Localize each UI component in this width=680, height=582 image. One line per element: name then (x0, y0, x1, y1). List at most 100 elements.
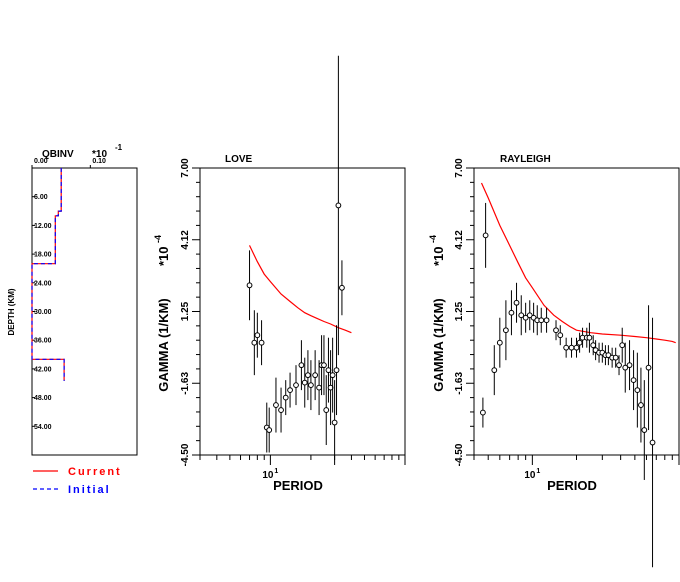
rayleigh-x-tick-exp: 1 (536, 468, 540, 475)
rayleigh-x-axis-label: PERIOD (547, 478, 597, 493)
love-data-point (335, 202, 342, 209)
legend: Current Initial (33, 466, 122, 496)
love-panel: LOVE 10 1 -4.50 -1.63 1.25 4.12 7.00 PERIOD G… (153, 55, 406, 493)
qbinv-y-tick-label: 48.00 (34, 395, 52, 402)
rayleigh-y-multiplier: *10 (431, 246, 446, 266)
qbinv-y-ticks: 6.00 12.00 18.00 24.00 30.00 36.00 42.00 48.00 5… (32, 194, 52, 431)
rayleigh-data-point (543, 317, 550, 324)
love-title: LOVE (225, 154, 253, 165)
love-x-ticks: 10 1 (199, 455, 406, 481)
love-y-tick-label: -4.50 (180, 443, 191, 466)
qbinv-y-tick-label: 6.00 (34, 194, 48, 201)
rayleigh-x-tick-label: 10 (524, 470, 536, 481)
love-data-point (293, 382, 299, 389)
qbinv-y-tick-label: 42.00 (34, 366, 52, 373)
rayleigh-data-point (576, 339, 583, 346)
legend-current-label: Current (68, 466, 122, 478)
rayleigh-x-ticks: 10 1 (473, 455, 680, 481)
rayleigh-points (480, 202, 656, 568)
qbinv-series-initial (31, 168, 65, 381)
qbinv-y-tick-label: 24.00 (34, 280, 52, 287)
love-data-point (278, 407, 284, 413)
love-data-point (331, 419, 338, 426)
rayleigh-data-point (491, 367, 498, 374)
love-data-point (246, 282, 253, 289)
rayleigh-data-point (538, 317, 545, 324)
rayleigh-data-point (590, 342, 597, 349)
rayleigh-model-line (480, 182, 676, 344)
qbinv-x-ticks: 0.00 0.10 (31, 158, 106, 168)
love-x-axis-label: PERIOD (273, 478, 323, 493)
rayleigh-data-point (641, 427, 648, 433)
qbinv-x-tick-label: 0.00 (34, 158, 48, 165)
qbinv-y-tick-label: 12.00 (34, 223, 52, 230)
rayleigh-y-ticks: -4.50 -1.63 1.25 4.12 7.00 (454, 158, 474, 466)
rayleigh-data-point (616, 362, 622, 369)
rayleigh-panel: RAYLEIGH 10 1 -4.50 -1.63 1.25 4.12 7.00 PERI… (428, 154, 680, 568)
rayleigh-data-point (480, 409, 486, 416)
rayleigh-data-point (513, 299, 520, 306)
rayleigh-y-tick-label: -4.50 (454, 443, 465, 466)
rayleigh-y-axis-label: GAMMA (1/KM) (431, 298, 446, 391)
love-data-point (298, 362, 305, 369)
rayleigh-data-point (522, 314, 529, 321)
love-data-point (305, 372, 311, 379)
rayleigh-data-point (557, 332, 564, 339)
love-x-tick-label: 10 (262, 470, 274, 481)
love-y-tick-label: 7.00 (180, 158, 191, 178)
rayleigh-data-point (612, 354, 619, 361)
rayleigh-y-tick-label: 7.00 (454, 158, 465, 178)
qbinv-y-tick-label: 18.00 (34, 252, 52, 259)
love-data-point (282, 394, 289, 401)
rayleigh-y-tick-label: 4.12 (454, 230, 465, 250)
rayleigh-data-point (626, 362, 633, 369)
rayleigh-data-point (573, 344, 580, 351)
qbinv-y-tick-label: 54.00 (34, 424, 52, 431)
love-data-point (301, 379, 308, 386)
rayleigh-data-point (645, 364, 652, 371)
legend-initial-label: Initial (68, 484, 111, 496)
rayleigh-data-point (508, 309, 515, 316)
love-data-point (287, 387, 293, 394)
qbinv-y-tick-label: 36.00 (34, 338, 52, 345)
love-y-tick-label: 4.12 (180, 230, 191, 250)
rayleigh-data-point (649, 439, 656, 446)
love-data-point (258, 339, 265, 346)
love-data-point (316, 384, 322, 391)
love-data-point (312, 372, 319, 379)
qbinv-x-multiplier: *10 (92, 149, 107, 160)
qbinv-lines (31, 168, 65, 381)
love-data-point (333, 367, 340, 374)
love-data-point (323, 407, 330, 413)
rayleigh-title: RAYLEIGH (500, 154, 551, 165)
love-model-line (248, 245, 352, 334)
love-data-point (266, 427, 273, 433)
love-data-point (308, 382, 314, 389)
qbinv-y-tick-label: 30.00 (34, 309, 52, 316)
rayleigh-y-tick-label: 1.25 (454, 301, 465, 321)
rayleigh-data-point (622, 364, 629, 371)
rayleigh-data-point (634, 387, 641, 394)
rayleigh-data-point (496, 339, 503, 346)
love-data-point (254, 332, 261, 339)
love-x-tick-exp: 1 (274, 468, 278, 475)
love-y-ticks: -4.50 -1.63 1.25 4.12 7.00 (180, 158, 200, 466)
rayleigh-data-point (619, 342, 626, 349)
love-y-multiplier: *10 (156, 246, 171, 266)
rayleigh-data-point (482, 232, 489, 239)
rayleigh-data-point (638, 402, 644, 408)
love-y-tick-label: -1.63 (180, 372, 191, 395)
love-y-tick-label: 1.25 (180, 301, 191, 321)
love-model-curve (248, 245, 352, 334)
qbinv-x-multiplier-exp: -1 (115, 143, 123, 152)
love-y-multiplier-exp: -4 (153, 235, 163, 243)
love-data-point (251, 339, 258, 346)
rayleigh-data-point (630, 377, 637, 384)
qbinv-y-axis-label: DEPTH (KM) (7, 288, 16, 335)
qbinv-panel: QBINV *10 -1 0.00 0.10 6.00 12.00 18.00 24.0… (7, 143, 138, 456)
rayleigh-model-curve (480, 182, 676, 344)
rayleigh-data-point (568, 344, 575, 351)
qbinv-title: QBINV (42, 149, 74, 160)
love-y-axis-label: GAMMA (1/KM) (156, 298, 171, 391)
